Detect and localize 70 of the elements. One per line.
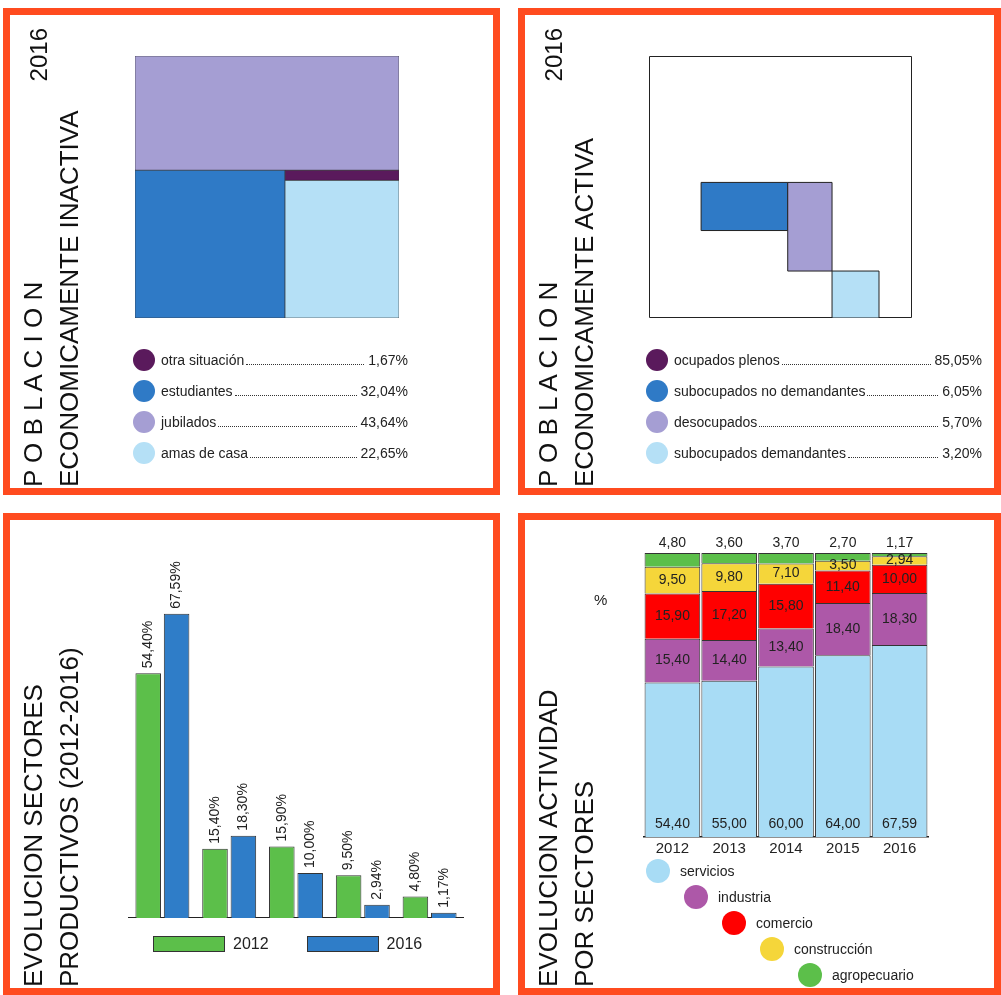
x-tick-label: 2013: [712, 839, 746, 857]
data-label: 14,40: [711, 651, 747, 668]
data-label: 1,17: [885, 533, 914, 550]
data-label: 17,20: [711, 606, 747, 623]
data-label: 4,80: [658, 533, 687, 550]
data-label: 32,04%: [360, 382, 408, 399]
data-label: 9,50%: [339, 830, 356, 871]
data-label: 54,40%: [139, 620, 156, 669]
data-label: 9,50: [658, 570, 687, 587]
data-label: 2,70: [829, 533, 857, 550]
data-label: 67,59: [882, 814, 918, 831]
data-label: 67,59%: [167, 561, 184, 609]
data-label: 43,64%: [360, 413, 408, 430]
data-label: 5,70%: [942, 413, 982, 430]
category-label: subocupados demandantes: [674, 444, 847, 461]
legend-label: comercio: [756, 915, 813, 931]
data-label: 2,94: [885, 551, 914, 568]
data-label: 15,80: [768, 596, 804, 613]
text: %: [594, 591, 608, 608]
data-label: 18,30: [882, 609, 918, 626]
legend-label: servicios: [680, 863, 735, 879]
legend-label: agropecuario: [832, 967, 914, 983]
text: P O B L A C I O N ECONOMICAMENTE ACTIVA: [533, 137, 599, 487]
x-tick-label: 2014: [769, 839, 803, 857]
data-label: 15,40: [654, 651, 691, 668]
data-label: 55,00: [711, 814, 747, 831]
data-label: 2,94%: [367, 860, 384, 900]
category-label: subocupados no demandantes: [674, 382, 866, 399]
data-label: 13,40: [768, 638, 804, 655]
data-label: 6,05%: [942, 382, 982, 399]
data-label: 10,00%: [301, 820, 318, 868]
category-label: jubilados: [161, 413, 217, 430]
x-tick-label: 2015: [826, 839, 860, 857]
data-label: 15,40%: [205, 796, 222, 844]
text: 2016: [24, 28, 53, 82]
data-label: 85,05%: [934, 351, 982, 368]
data-label: 54,40: [654, 814, 691, 831]
data-label: 1,17%: [434, 868, 451, 908]
data-label: 7,10: [772, 564, 800, 581]
text: EVOLUCION SECTORES PRODUCTIVOS (2012-2016): [17, 646, 85, 987]
data-label: 22,65%: [360, 444, 408, 461]
data-label: 3,70: [772, 533, 800, 550]
data-label: 9,80: [715, 568, 744, 584]
category-label: amas de casa: [161, 444, 249, 461]
data-label: 15,90: [654, 607, 691, 624]
legend-label: 2012: [233, 934, 269, 953]
text: EVOLUCION ACTIVIDAD POR SECTORES: [533, 689, 599, 987]
text: P O B L A C I O N ECONOMICAMENTE INACTIVA: [18, 110, 84, 487]
category-label: estudiantes: [161, 382, 233, 399]
category-label: otra situación: [161, 351, 245, 368]
category-label: ocupados plenos: [674, 351, 780, 368]
data-label: 60,00: [768, 814, 804, 831]
text: 2016: [539, 28, 568, 82]
data-label: 3,50: [829, 556, 857, 573]
x-tick-label: 2012: [655, 839, 690, 857]
legend-label: construcción: [794, 941, 873, 957]
data-label: 18,40: [825, 619, 861, 636]
data-label: 15,90%: [272, 793, 289, 842]
data-label: 4,80%: [406, 851, 423, 892]
data-label: 10,00: [882, 569, 918, 586]
data-label: 18,30%: [234, 783, 251, 831]
x-tick-label: 2016: [882, 839, 917, 857]
data-label: 1,67%: [368, 351, 408, 368]
data-label: 11,40: [825, 577, 861, 594]
legend-label: industria: [718, 889, 771, 905]
category-label: desocupados: [674, 413, 758, 430]
data-label: 3,60: [715, 533, 744, 550]
data-label: 64,00: [825, 814, 861, 831]
legend-label: 2016: [386, 934, 423, 953]
data-label: 3,20%: [942, 444, 982, 461]
